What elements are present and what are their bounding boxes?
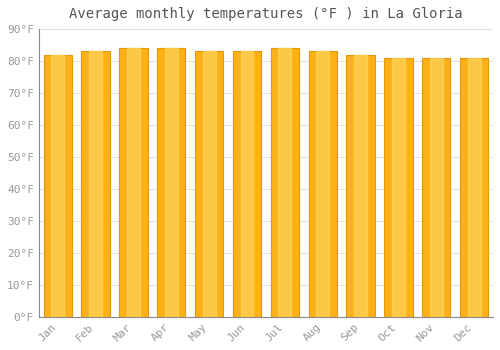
Bar	[89, 51, 102, 317]
Bar	[233, 51, 261, 317]
Bar	[346, 55, 375, 317]
Bar	[270, 48, 299, 317]
Bar	[460, 58, 488, 317]
Bar	[392, 58, 405, 317]
Bar	[308, 51, 337, 317]
Bar	[278, 48, 291, 317]
Bar	[44, 55, 72, 317]
Bar	[195, 51, 224, 317]
Bar	[52, 55, 64, 317]
Bar	[203, 51, 215, 317]
Bar	[165, 48, 177, 317]
Bar	[354, 55, 367, 317]
Title: Average monthly temperatures (°F ) in La Gloria: Average monthly temperatures (°F ) in La…	[69, 7, 462, 21]
Bar	[82, 51, 110, 317]
Bar	[127, 48, 140, 317]
Bar	[430, 58, 442, 317]
Bar	[316, 51, 329, 317]
Bar	[384, 58, 412, 317]
Bar	[119, 48, 148, 317]
Bar	[157, 48, 186, 317]
Bar	[468, 58, 480, 317]
Bar	[422, 58, 450, 317]
Bar	[240, 51, 254, 317]
